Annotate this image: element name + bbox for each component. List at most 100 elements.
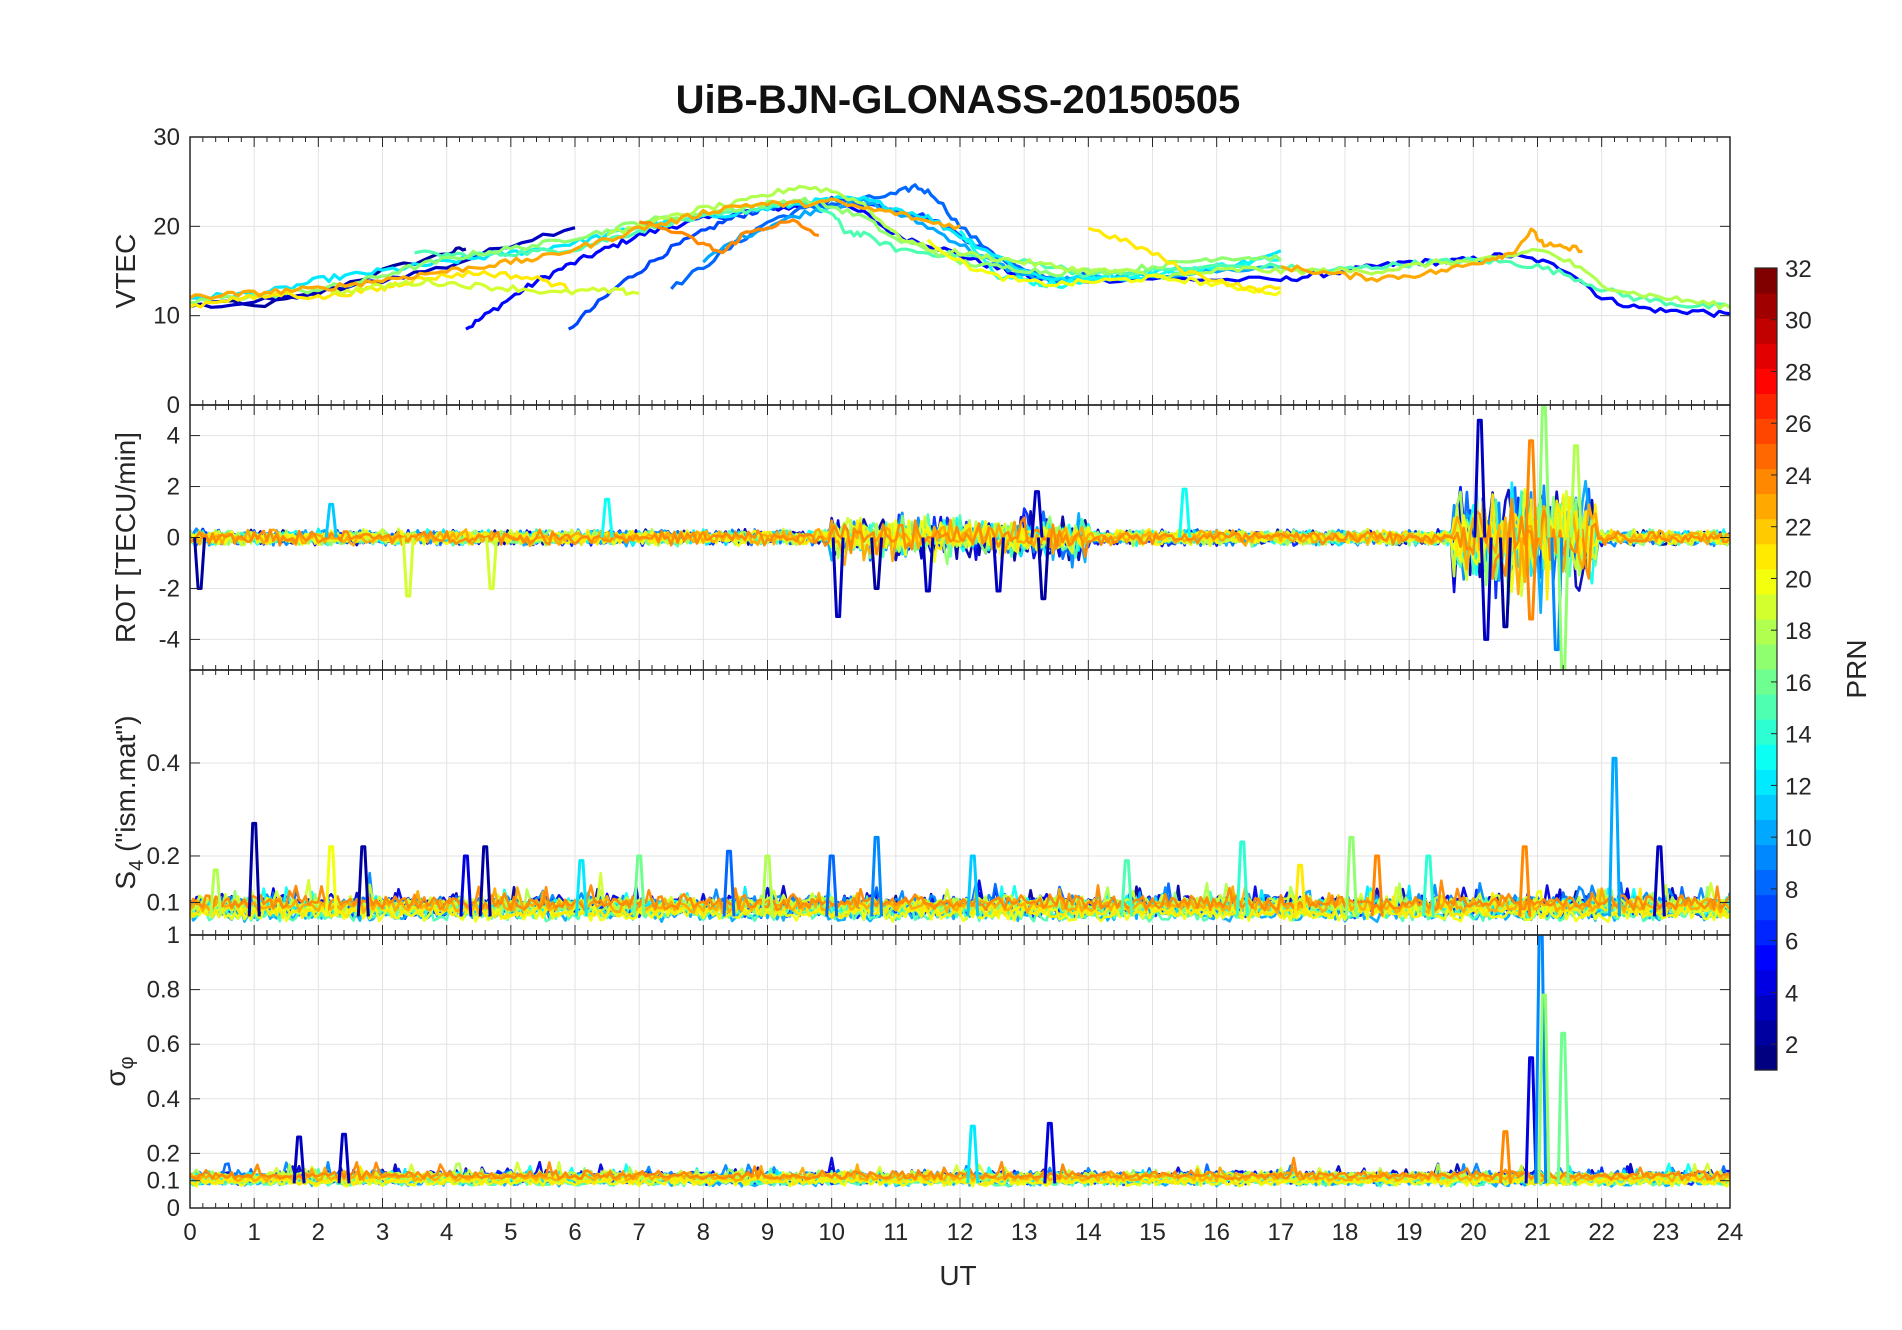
s4-peak-11 bbox=[870, 835, 884, 917]
colorbar-tick-3: 8 bbox=[1785, 877, 1798, 904]
rot-peak-13 bbox=[1479, 537, 1493, 641]
rot-peak-16 bbox=[1524, 537, 1538, 621]
plot-area-s4 bbox=[190, 756, 1730, 923]
y-tick-sigma-1: 0.1 bbox=[147, 1168, 180, 1195]
x-tick-2: 2 bbox=[312, 1219, 325, 1246]
plot-area-vtec bbox=[190, 183, 1730, 331]
x-tick-17: 17 bbox=[1267, 1219, 1294, 1246]
x-tick-15: 15 bbox=[1139, 1219, 1166, 1246]
x-tick-20: 20 bbox=[1460, 1219, 1487, 1246]
s4-peak-20 bbox=[1608, 756, 1621, 917]
rot-peak-8 bbox=[992, 537, 1005, 593]
y-tick-s4-0: 0.1 bbox=[147, 889, 180, 916]
plot-area-rot bbox=[190, 406, 1730, 670]
s4-peak-15 bbox=[1293, 863, 1307, 917]
y-tick-s4-2: 0.4 bbox=[147, 750, 180, 777]
s4-peak-3 bbox=[356, 845, 370, 917]
vtec-series-prn-18-10 bbox=[606, 184, 1730, 310]
s4-peak-14 bbox=[1235, 840, 1249, 917]
y-tick-vtec-3: 30 bbox=[153, 124, 180, 151]
vtec-series-prn-21-14 bbox=[1087, 226, 1282, 294]
sigma-peak-3 bbox=[1043, 1121, 1057, 1184]
s4-peak-18 bbox=[1421, 854, 1435, 917]
panel-vtec: 0 10 20 30 VTEC bbox=[110, 124, 1731, 419]
sigma-peak-5 bbox=[1524, 1056, 1538, 1184]
sigma-trace-prn-21 bbox=[190, 1166, 1730, 1187]
y-tick-rot-1: -2 bbox=[159, 575, 180, 602]
x-tick-8: 8 bbox=[697, 1219, 710, 1246]
sigma-peak-8 bbox=[1556, 1031, 1570, 1184]
x-tick-7: 7 bbox=[632, 1219, 645, 1246]
colorbar-tick-14: 30 bbox=[1785, 308, 1812, 335]
s4-peak-4 bbox=[459, 854, 473, 917]
rot-peak-5 bbox=[831, 537, 845, 618]
sigma-peak-1 bbox=[337, 1132, 351, 1184]
vtec-series-prn-24-16 bbox=[638, 218, 820, 255]
x-axis-label: UT bbox=[939, 1260, 976, 1291]
x-tick-14: 14 bbox=[1075, 1219, 1102, 1246]
s4-peak-8 bbox=[722, 849, 736, 917]
rot-peak-2 bbox=[401, 537, 415, 598]
y-tick-s4-1: 0.2 bbox=[147, 843, 180, 870]
x-tick-24: 24 bbox=[1717, 1219, 1744, 1246]
colorbar-tick-2: 6 bbox=[1785, 929, 1798, 956]
x-tick-22: 22 bbox=[1588, 1219, 1615, 1246]
rot-peak-12 bbox=[1473, 418, 1487, 538]
sigma-peak-2 bbox=[966, 1124, 980, 1184]
s4-peak-10 bbox=[825, 854, 839, 917]
x-tick-1: 1 bbox=[247, 1219, 260, 1246]
s4-peak-19 bbox=[1518, 845, 1532, 917]
y-tick-rot-4: 4 bbox=[167, 423, 180, 450]
rot-trace-prn-20 bbox=[190, 488, 1730, 593]
colorbar-tick-15: 32 bbox=[1785, 256, 1812, 283]
s4-peak-7 bbox=[632, 854, 646, 917]
s4-peak-5 bbox=[478, 845, 492, 917]
panel-rot: -4 -2 0 2 4 ROT [TECU/min] bbox=[110, 404, 1731, 671]
s4-trace-prn-24 bbox=[190, 879, 1730, 912]
x-tick-16: 16 bbox=[1203, 1219, 1230, 1246]
rot-peak-1 bbox=[324, 502, 338, 538]
vtec-series-prn-12-6 bbox=[190, 195, 1282, 300]
y-tick-rot-0: -4 bbox=[159, 626, 180, 653]
s4-peak-1 bbox=[209, 868, 223, 917]
chart-title: UiB-BJN-GLONASS-20150505 bbox=[676, 78, 1241, 122]
x-tick-12: 12 bbox=[947, 1219, 974, 1246]
x-tick-13: 13 bbox=[1011, 1219, 1038, 1246]
y-tick-sigma-2: 0.2 bbox=[147, 1140, 180, 1167]
s4-peak-2 bbox=[324, 845, 338, 917]
x-tick-18: 18 bbox=[1332, 1219, 1359, 1246]
rot-peak-15 bbox=[1524, 439, 1538, 538]
rot-peak-4 bbox=[600, 497, 614, 538]
s4-peak-13 bbox=[1120, 859, 1134, 917]
rot-peak-19 bbox=[1556, 537, 1570, 670]
x-tick-4: 4 bbox=[440, 1219, 453, 1246]
colorbar-tick-5: 12 bbox=[1785, 773, 1812, 800]
rot-peak-10 bbox=[1030, 490, 1044, 538]
y-tick-sigma-4: 0.6 bbox=[147, 1031, 180, 1058]
x-tick-11: 11 bbox=[883, 1219, 908, 1246]
s4-peak-9 bbox=[761, 854, 774, 917]
colorbar-tick-13: 28 bbox=[1785, 359, 1812, 386]
y-axis-label-rot: ROT [TECU/min] bbox=[110, 432, 141, 643]
rot-trace-prn-24 bbox=[190, 497, 1730, 580]
colorbar-tick-7: 16 bbox=[1785, 670, 1812, 697]
s4-peak-0 bbox=[247, 821, 261, 917]
rot-peak-7 bbox=[921, 537, 935, 593]
colorbar-label: PRN bbox=[1841, 639, 1872, 698]
vtec-series-prn-23-17 bbox=[190, 197, 961, 301]
y-tick-vtec-1: 10 bbox=[153, 303, 180, 330]
plot-area-sigma bbox=[190, 935, 1730, 1188]
s4-peak-17 bbox=[1370, 854, 1384, 917]
x-tick-21: 21 bbox=[1524, 1219, 1551, 1246]
sigma-peak-4 bbox=[1498, 1130, 1512, 1184]
colorbar-tick-1: 4 bbox=[1785, 980, 1798, 1007]
vtec-series-prn-23-15 bbox=[1280, 227, 1583, 283]
rot-peak-3 bbox=[485, 537, 499, 590]
y-tick-rot-3: 2 bbox=[167, 474, 180, 501]
y-tick-sigma-5: 0.8 bbox=[147, 977, 180, 1004]
y-tick-rot-2: 0 bbox=[167, 525, 180, 552]
y-tick-sigma-0: 0 bbox=[167, 1195, 180, 1222]
